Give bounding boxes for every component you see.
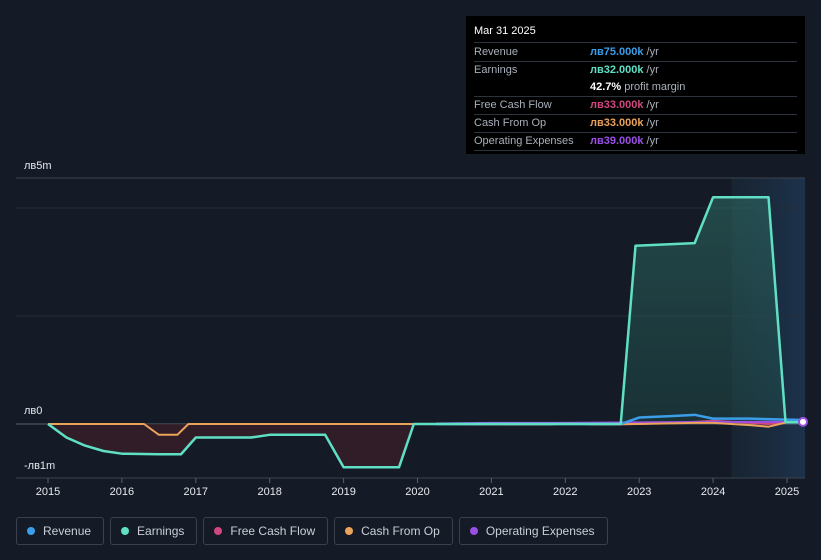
tooltip-value: лв33.000k [590, 99, 644, 111]
end-point-marker[interactable] [798, 416, 808, 427]
x-tick-label: 2024 [701, 486, 725, 498]
tooltip-label: Cash From Op [474, 117, 547, 129]
tooltip-unit: /yr [646, 117, 659, 129]
profit-margin-label: profit margin [624, 81, 686, 93]
x-tick-label: 2018 [257, 486, 281, 498]
tooltip-unit: /yr [646, 135, 659, 147]
y-tick-label-zero: лв0 [24, 405, 43, 417]
x-tick-label: 2017 [184, 486, 208, 498]
tooltip-value: лв75.000k [590, 46, 644, 58]
legend-dot [345, 527, 354, 535]
legend-label: Cash From Op [361, 524, 440, 538]
legend-dot [214, 527, 223, 535]
tooltip-row-revenue: Revenue лв75.000k /yr [474, 44, 797, 62]
legend-item-operating-expenses[interactable]: Operating Expenses [458, 517, 608, 545]
tooltip-unit: /yr [646, 46, 659, 58]
tooltip-label: Earnings [474, 64, 518, 76]
y-tick-label-top: лв5m [24, 160, 52, 172]
x-axis: 2015 2016 2017 2018 2019 2020 2021 2022 2023 2024… [36, 478, 799, 498]
tooltip-label: Free Cash Flow [474, 99, 552, 111]
legend-label: Earnings [137, 524, 185, 538]
x-tick-label: 2025 [775, 486, 799, 498]
tooltip-label: Revenue [474, 46, 519, 58]
x-tick-label: 2015 [36, 486, 60, 498]
tooltip-label: Operating Expenses [474, 135, 574, 147]
legend-item-free-cash-flow[interactable]: Free Cash Flow [203, 517, 329, 545]
tooltip-unit: /yr [646, 99, 659, 111]
x-tick-label: 2016 [110, 486, 134, 498]
tooltip-row-margin: 42.7% profit margin [474, 79, 797, 97]
tooltip-value: лв39.000k [590, 135, 644, 147]
data-tooltip: Mar 31 2025 Revenue лв75.000k /yr Earnin… [466, 16, 805, 154]
legend-label: Operating Expenses [485, 524, 595, 538]
legend-label: Free Cash Flow [230, 524, 316, 538]
tooltip-row-fcf: Free Cash Flow лв33.000k /yr [474, 97, 797, 115]
tooltip-row-earnings: Earnings лв32.000k /yr [474, 62, 797, 79]
x-tick-label: 2020 [405, 486, 429, 498]
legend-dot [27, 527, 35, 535]
legend-dot [121, 527, 130, 535]
y-tick-label-bottom: -лв1m [24, 460, 56, 472]
tooltip-value: лв33.000k [590, 117, 644, 129]
x-tick-label: 2022 [553, 486, 577, 498]
tooltip-unit: /yr [646, 64, 659, 76]
series-line-revenue [435, 413, 806, 426]
earnings-areas [48, 197, 806, 468]
series-lines [47, 195, 806, 469]
x-tick-label: 2019 [331, 486, 355, 498]
legend-dot [469, 527, 478, 535]
tooltip-value: лв32.000k [590, 64, 644, 76]
tooltip-row-cfo: Cash From Op лв33.000k /yr [474, 115, 797, 133]
chart: 2015 2016 2017 2018 2019 2020 2021 2022 2023 2024… [16, 177, 808, 498]
legend-label: Revenue [43, 524, 92, 538]
earnings-negative-area [48, 424, 806, 468]
series-line-earnings [47, 195, 806, 469]
legend-item-cash-from-op[interactable]: Cash From Op [334, 517, 453, 545]
profit-margin-value: 42.7% [590, 81, 622, 93]
legend-item-revenue[interactable]: Revenue [16, 517, 105, 545]
x-tick-label: 2021 [479, 486, 503, 498]
tooltip-row-opex: Operating Expenses лв39.000k /yr [474, 133, 797, 151]
tooltip-date: Mar 31 2025 [474, 24, 797, 43]
legend-item-earnings[interactable]: Earnings [110, 517, 198, 545]
x-tick-label: 2023 [627, 486, 651, 498]
earnings-positive-area [48, 197, 806, 424]
legend: Revenue Earnings Free Cash Flow Cash Fro… [16, 517, 614, 545]
